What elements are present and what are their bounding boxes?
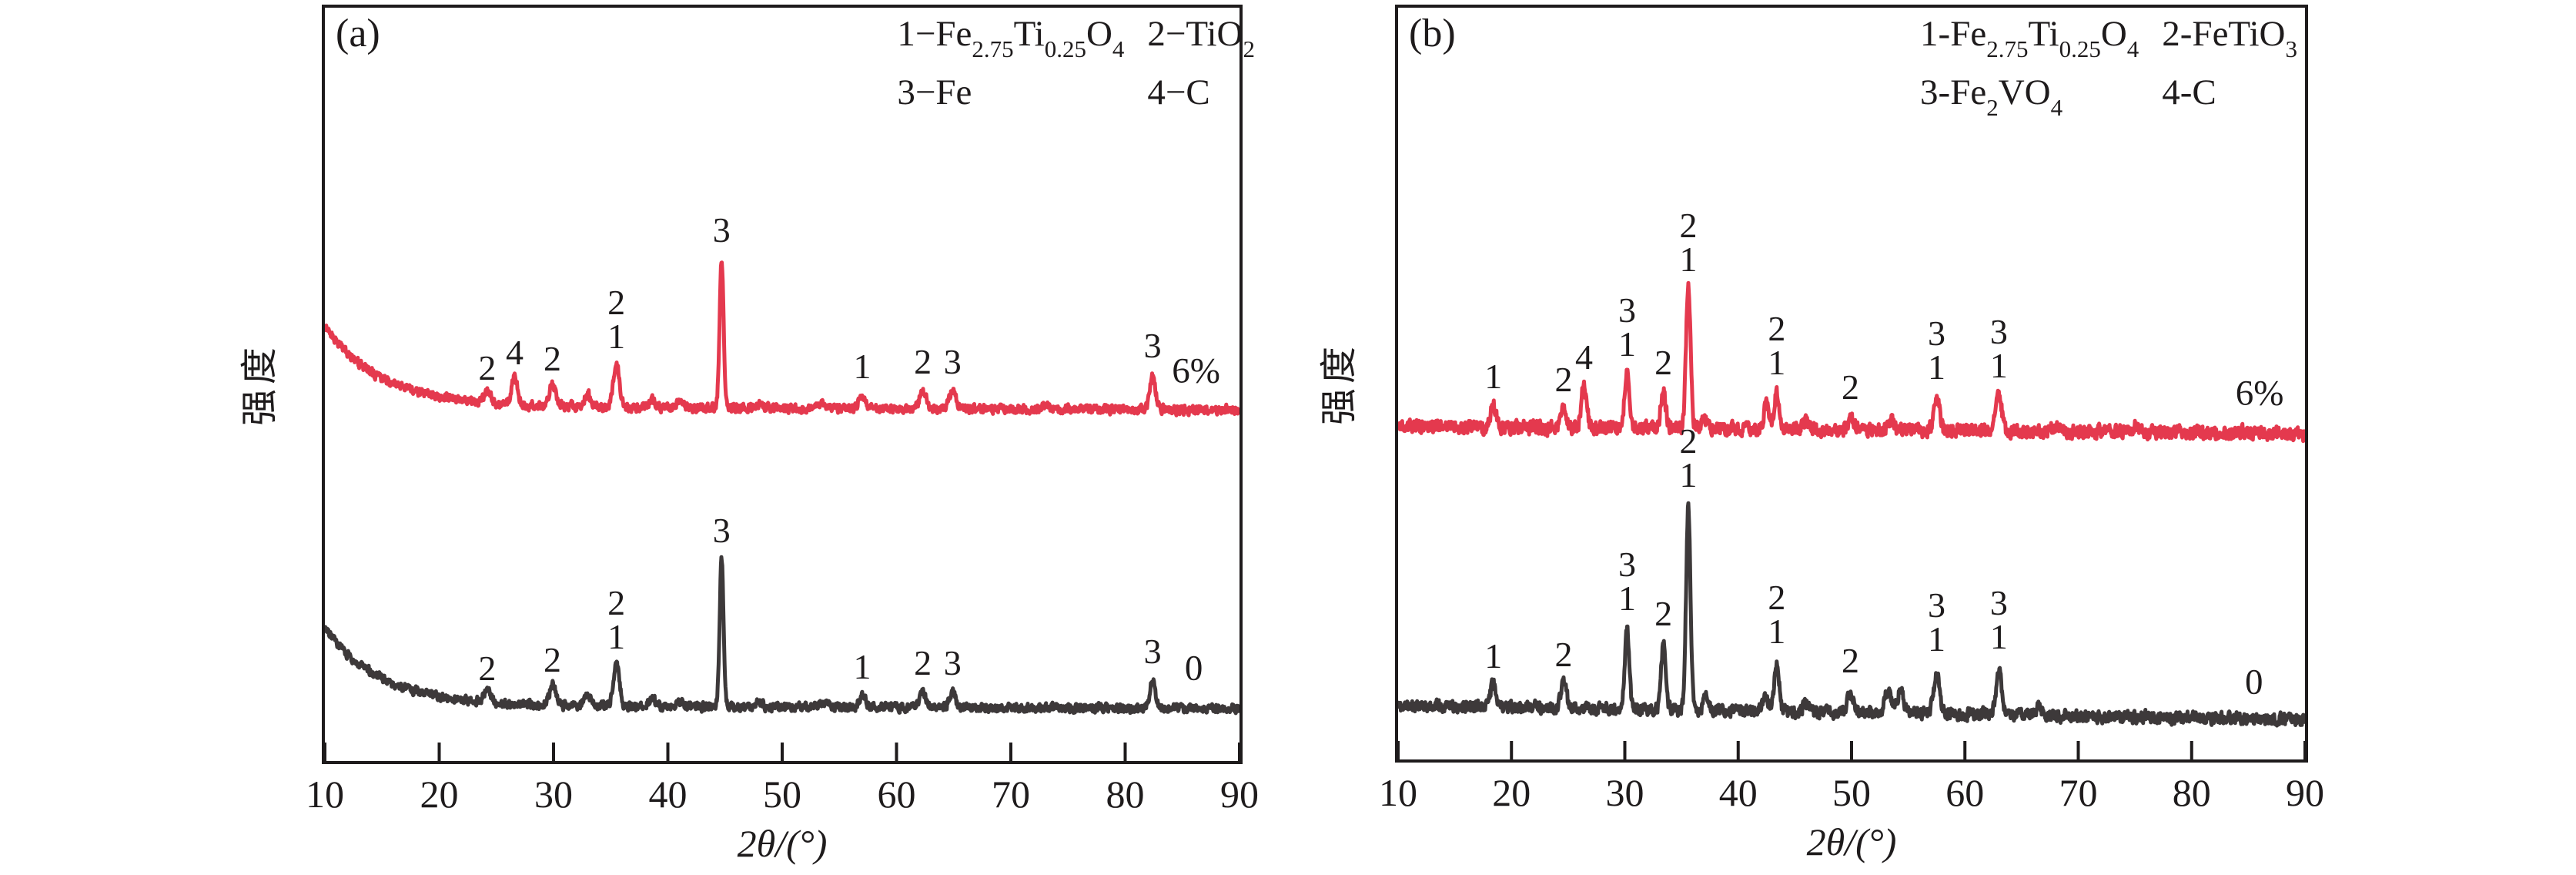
peak-label: 2 1 bbox=[1768, 578, 1786, 651]
x-tick-label: 10 bbox=[306, 773, 344, 816]
y-axis-label: 强度 bbox=[239, 342, 280, 427]
peak-label: 1 bbox=[853, 647, 871, 686]
legend-entry: 3−Fe bbox=[897, 72, 972, 112]
peak-label: 3 1 bbox=[1618, 290, 1636, 364]
peak-label: 2 bbox=[478, 348, 497, 387]
peak-label: 1 bbox=[1484, 357, 1503, 396]
x-axis-title: 2θ/(°) bbox=[1806, 820, 1897, 863]
peak-label: 3 1 bbox=[1927, 313, 1945, 387]
plot-area bbox=[1398, 280, 2305, 759]
peak-label: 2 bbox=[1654, 594, 1673, 633]
legend-entry: 2−TiO2 bbox=[1147, 14, 1255, 62]
peak-label: 3 bbox=[1143, 326, 1162, 365]
x-tick-label: 70 bbox=[2059, 771, 2098, 814]
x-tick-label: 50 bbox=[1832, 771, 1871, 814]
peak-label: 3 bbox=[712, 210, 731, 250]
peak-label: 2 1 bbox=[607, 583, 626, 656]
legend: 1-Fe2.75Ti0.25O4 2-FeTiO3 3-Fe2VO4 4-C bbox=[1920, 12, 2297, 129]
peak-label: 2 bbox=[914, 643, 932, 682]
peak-label: 3 1 bbox=[1989, 583, 2008, 656]
legend-entry: 2-FeTiO3 bbox=[2162, 14, 2297, 62]
legend-entry: 4−C bbox=[1147, 72, 1210, 112]
peak-label: 3 1 bbox=[1618, 545, 1636, 618]
peak-label: 2 1 bbox=[1679, 421, 1698, 494]
x-tick-label: 40 bbox=[648, 773, 687, 816]
x-tick-label: 90 bbox=[1220, 773, 1259, 816]
peak-label: 2 bbox=[478, 649, 497, 688]
legend: 1−Fe2.75Ti0.25O4 2−TiO2 3−Fe 4−C bbox=[897, 12, 1255, 115]
x-tick-label: 70 bbox=[992, 773, 1030, 816]
peak-label: 2 bbox=[544, 339, 561, 378]
sample-label: 6% bbox=[2235, 373, 2284, 414]
legend-entry: 3-Fe2VO4 bbox=[1920, 72, 2063, 121]
sample-label: 6% bbox=[1172, 350, 1220, 391]
legend-entry: 4-C bbox=[2162, 72, 2216, 112]
x-tick-label: 80 bbox=[1106, 773, 1145, 816]
panel-letter: (a) bbox=[336, 12, 380, 55]
plot-box-b bbox=[1395, 5, 2308, 763]
x-tick-label: 20 bbox=[1492, 771, 1531, 814]
peak-label: 3 bbox=[712, 511, 731, 550]
peak-label: 2 bbox=[544, 640, 561, 679]
peak-label: 3 1 bbox=[1989, 312, 2008, 385]
plot-area bbox=[325, 260, 1239, 761]
peak-label: 2 bbox=[914, 342, 932, 381]
peak-label: 2 bbox=[1554, 635, 1573, 674]
y-axis-label: 强度 bbox=[1319, 341, 1360, 426]
plot-box-a bbox=[322, 5, 1243, 764]
x-tick-label: 90 bbox=[2286, 771, 2324, 814]
x-tick-label: 40 bbox=[1718, 771, 1758, 814]
sample-label: 0 bbox=[1184, 648, 1203, 689]
peak-label: 2 bbox=[1554, 360, 1573, 399]
peak-label: 3 1 bbox=[1927, 585, 1945, 659]
xrd-curve-0 bbox=[325, 555, 1239, 716]
peak-label: 3 bbox=[943, 342, 962, 381]
x-tick-label: 10 bbox=[1379, 771, 1417, 814]
x-tick-label: 20 bbox=[420, 773, 459, 816]
peak-label: 4 bbox=[1574, 337, 1593, 377]
sample-label: 0 bbox=[2244, 662, 2263, 702]
x-tick-label: 60 bbox=[1945, 771, 1985, 814]
x-tick-label: 30 bbox=[1605, 771, 1644, 814]
x-tick-label: 50 bbox=[763, 773, 801, 816]
peak-label: 4 bbox=[506, 333, 524, 372]
xrd-curve-0 bbox=[1398, 501, 2305, 728]
legend-entry: 1-Fe2.75Ti0.25O4 bbox=[1920, 14, 2139, 62]
peak-label: 1 bbox=[1484, 636, 1503, 676]
peak-label: 2 bbox=[1842, 367, 1860, 407]
peak-label: 3 bbox=[943, 643, 962, 682]
x-tick-label: 60 bbox=[877, 773, 916, 816]
peak-label: 2 1 bbox=[1768, 309, 1786, 382]
x-tick-label: 80 bbox=[2172, 771, 2211, 814]
peak-label: 2 1 bbox=[607, 283, 626, 356]
x-tick-label: 30 bbox=[534, 773, 573, 816]
xrd-curve-6% bbox=[325, 260, 1239, 417]
peak-label: 2 bbox=[1842, 641, 1860, 680]
peak-label: 2 1 bbox=[1679, 206, 1698, 279]
peak-label: 1 bbox=[853, 347, 871, 386]
legend-entry: 1−Fe2.75Ti0.25O4 bbox=[897, 14, 1125, 62]
xrd-curve-6% bbox=[1398, 280, 2305, 444]
peak-label: 2 bbox=[1654, 343, 1673, 382]
panel-letter: (b) bbox=[1409, 12, 1456, 55]
peak-label: 3 bbox=[1143, 632, 1162, 671]
x-axis-title: 2θ/(°) bbox=[737, 822, 828, 865]
